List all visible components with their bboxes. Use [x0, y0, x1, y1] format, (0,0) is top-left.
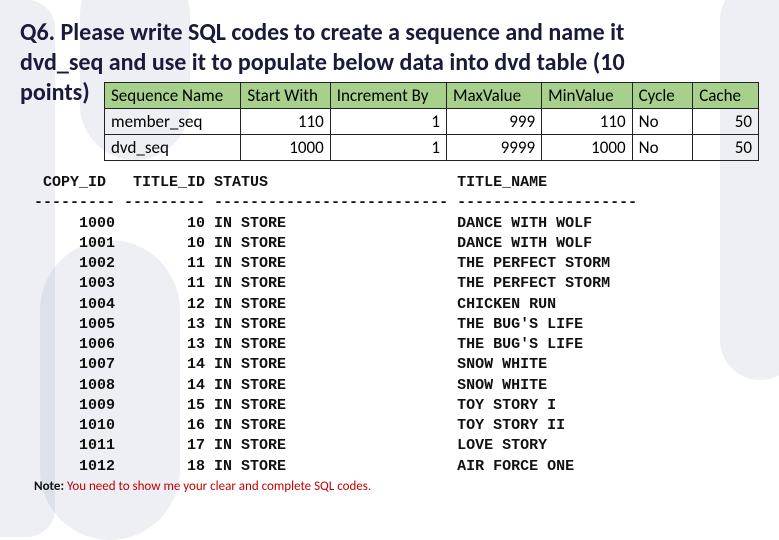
note: Note: You need to show me your clear and… — [34, 479, 759, 494]
seq-table-cell: dvd_seq — [105, 135, 241, 161]
seq-table-cell: No — [632, 135, 693, 161]
seq-table-row: member_seq1101999110No50 — [105, 109, 759, 135]
seq-table-cell: 110 — [542, 109, 633, 135]
seq-table-col-header: Cache — [693, 83, 759, 109]
seq-table-col-header: Cycle — [632, 83, 693, 109]
note-label: Note: — [34, 479, 64, 494]
note-text: You need to show me your clear and compl… — [64, 479, 371, 494]
seq-table-col-header: Start With — [241, 83, 330, 109]
dvd-data-listing: COPY_ID TITLE_ID STATUS TITLE_NAME -----… — [34, 173, 759, 477]
seq-table-col-header: Sequence Name — [105, 83, 241, 109]
seq-table-cell: 1 — [330, 135, 446, 161]
seq-table-row: dvd_seq1000199991000No50 — [105, 135, 759, 161]
seq-table-cell: No — [632, 109, 693, 135]
seq-table-body: member_seq1101999110No50dvd_seq100019999… — [105, 109, 759, 161]
seq-table-cell: 50 — [693, 135, 759, 161]
sequence-parameters-table: Sequence NameStart WithIncrement ByMaxVa… — [104, 82, 759, 161]
seq-table-col-header: MinValue — [542, 83, 633, 109]
seq-table-cell: 50 — [693, 109, 759, 135]
question-title-line2: dvd_seq and use it to populate below dat… — [20, 48, 625, 77]
seq-table-col-header: Increment By — [330, 83, 446, 109]
seq-table-header-row: Sequence NameStart WithIncrement ByMaxVa… — [105, 83, 759, 109]
seq-table-cell: 999 — [447, 109, 542, 135]
seq-table-cell: 110 — [241, 109, 330, 135]
question-title-line3: points) — [20, 78, 90, 107]
seq-table-cell: member_seq — [105, 109, 241, 135]
seq-table-col-header: MaxValue — [447, 83, 542, 109]
seq-table-cell: 9999 — [447, 135, 542, 161]
question-title-line1: Q6. Please write SQL codes to create a s… — [20, 18, 624, 47]
seq-table-cell: 1 — [330, 109, 446, 135]
seq-table-cell: 1000 — [542, 135, 633, 161]
seq-table-cell: 1000 — [241, 135, 330, 161]
